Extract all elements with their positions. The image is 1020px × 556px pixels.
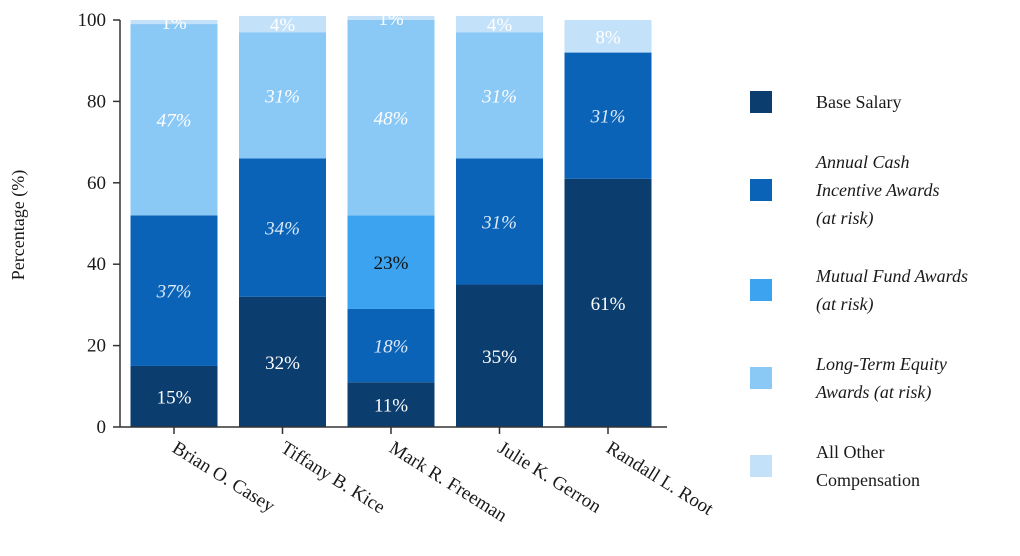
data-label: 31% (481, 86, 517, 107)
data-label: 18% (374, 337, 409, 358)
bar-segment (130, 20, 218, 25)
bar-segment (564, 20, 652, 53)
data-label: 35% (482, 347, 517, 368)
legend-label: Long-Term Equity (815, 354, 947, 374)
legend-label: (at risk) (816, 294, 874, 315)
data-label: 31% (590, 107, 626, 128)
bar-stack: 32% 34% 31% 4% (239, 15, 326, 427)
data-label: 61% (591, 294, 626, 315)
bar-segment (130, 215, 218, 366)
data-label: 47% (157, 111, 192, 132)
bar-segment (564, 178, 652, 427)
legend: Base Salary Annual Cash Incentive Awards (a… (750, 91, 968, 490)
bar-stack: 15% 37% 47% 1% (130, 13, 218, 427)
data-label: 23% (374, 253, 409, 274)
x-tick-label: Tiffany B. Kice (277, 437, 389, 518)
data-label: 31% (264, 86, 300, 107)
y-tick-label: 40 (87, 254, 106, 275)
bar-segment (456, 158, 543, 285)
data-label: 1% (161, 13, 187, 34)
bar-segment (347, 15, 435, 20)
legend-label: Mutual Fund Awards (815, 266, 968, 286)
bar-segment (347, 215, 435, 309)
data-label: 32% (265, 353, 300, 374)
bar-stack: 11% 18% 23% 48% 1% (347, 9, 435, 427)
y-tick-label: 80 (87, 91, 106, 112)
data-label: 15% (157, 387, 192, 408)
x-tick-label: Brian O. Casey (168, 437, 278, 517)
legend-label: Compensation (816, 470, 920, 490)
data-label: 4% (487, 15, 513, 36)
legend-item: Base Salary (750, 91, 901, 113)
legend-swatch (750, 367, 772, 389)
bars: 15%37%47%1%32%34%31%4%11%18%23%48%1%35%3… (130, 9, 652, 427)
y-axis-label: Percentage (%) (8, 170, 29, 280)
legend-swatch (750, 455, 772, 477)
legend-swatch (750, 179, 772, 201)
bar-segment (347, 308, 435, 383)
data-label: 1% (378, 9, 404, 30)
bar-segment (347, 382, 435, 427)
y-tick-label: 20 (87, 336, 106, 357)
data-label: 34% (264, 219, 300, 240)
data-label: 31% (481, 212, 517, 233)
legend-item: Mutual Fund Awards (at risk) (750, 266, 968, 315)
bar-segment (564, 52, 652, 179)
x-tick-label: Mark R. Freeman (385, 437, 511, 526)
legend-label: Annual Cash (815, 152, 910, 172)
legend-label: Awards (at risk) (815, 382, 931, 403)
bar-segment (347, 20, 435, 216)
bar-segment (456, 284, 543, 427)
legend-item: All Other Compensation (750, 442, 920, 490)
legend-label: Incentive Awards (815, 180, 939, 200)
data-label: 37% (156, 282, 192, 303)
legend-label: (at risk) (816, 208, 874, 229)
bar-segment (456, 15, 543, 33)
legend-label: Base Salary (816, 92, 901, 112)
legend-swatch (750, 279, 772, 301)
y-tick-label: 100 (78, 10, 107, 31)
y-tick-label: 60 (87, 173, 106, 194)
data-label: 8% (595, 27, 621, 48)
y-tick-label: 0 (97, 417, 107, 438)
bar-segment (130, 24, 218, 216)
y-axis: 0 20 40 60 80 100 (78, 10, 121, 438)
legend-swatch (750, 91, 772, 113)
bar-segment (239, 15, 326, 33)
bar-stack: 61% 31% 8% (564, 20, 652, 427)
x-tick-label: Julie K. Gerron (494, 437, 605, 517)
legend-item: Annual Cash Incentive Awards (at risk) (750, 152, 939, 229)
bar-segment (239, 32, 326, 159)
data-label: 4% (270, 15, 296, 36)
legend-item: Long-Term Equity Awards (at risk) (750, 354, 947, 403)
legend-label: All Other (816, 442, 884, 462)
data-label: 48% (374, 109, 409, 130)
bar-segment (456, 32, 543, 159)
bar-segment (239, 296, 326, 427)
bar-stack: 35% 31% 31% 4% (456, 15, 543, 427)
data-label: 11% (374, 396, 408, 417)
bar-segment (239, 158, 326, 297)
x-tick-label: Randall L. Root (602, 437, 717, 520)
bar-segment (130, 365, 218, 427)
